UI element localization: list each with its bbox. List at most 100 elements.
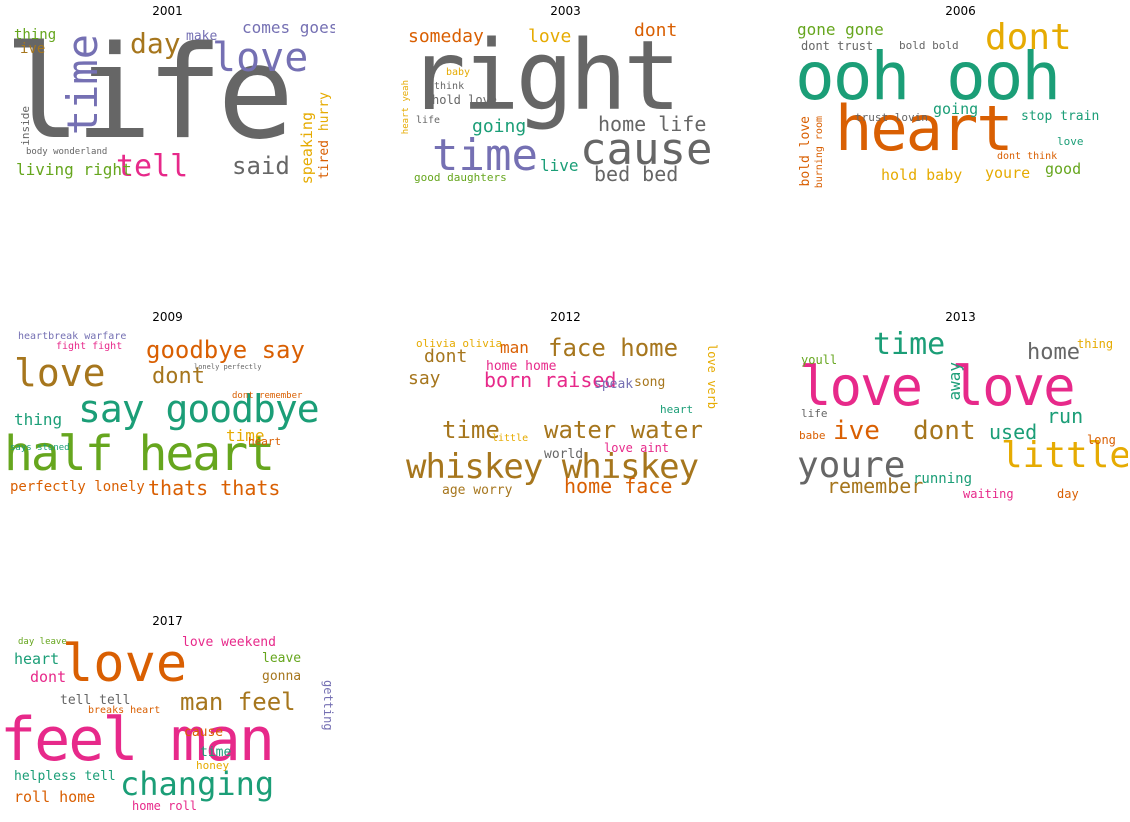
word: dont <box>424 346 468 367</box>
word: tell tell <box>60 693 131 708</box>
word: life <box>416 115 441 126</box>
word: day <box>130 27 181 60</box>
word: heart <box>835 92 1014 165</box>
word: whiskey whiskey <box>406 447 699 487</box>
word: man <box>500 338 529 357</box>
word: love verb <box>705 344 719 410</box>
word: youre <box>985 164 1031 182</box>
word: youll <box>801 353 838 367</box>
word: cause <box>580 124 713 175</box>
word: says stoned <box>10 443 70 453</box>
word: home home <box>486 359 557 374</box>
word: dont remember <box>232 391 303 401</box>
word: time <box>432 130 538 181</box>
word: perfectly lonely <box>10 479 145 495</box>
word: going <box>933 100 979 118</box>
word: bold bold <box>899 39 959 52</box>
panel-title: 2006 <box>945 4 976 18</box>
word: time <box>58 34 107 136</box>
wordcloud-panel-2009: 2009 half heart say goodbye love goodbye… <box>0 310 335 518</box>
word: stop train <box>1021 109 1100 124</box>
word: man feel <box>180 688 296 716</box>
word: say goodbye <box>78 387 320 431</box>
word: song <box>634 375 666 390</box>
word-cloud: ooh ooh heart dont gone gone dont trust … <box>793 20 1128 210</box>
word: olivia olivia <box>416 337 503 350</box>
word: love love <box>799 355 1076 418</box>
word: bold love <box>798 116 813 187</box>
word: love <box>212 35 309 81</box>
word: heartbreak warfare <box>18 331 127 342</box>
word: gone gone <box>797 20 884 39</box>
word: home face <box>564 474 673 498</box>
word-cloud: half heart say goodbye love goodbye say … <box>0 326 335 516</box>
word: heart <box>660 403 694 416</box>
word: live <box>540 156 579 175</box>
word: thing <box>1077 337 1114 351</box>
word: thats thats <box>148 476 281 500</box>
word: baby <box>446 67 471 78</box>
word: trust lovin <box>855 111 928 124</box>
word: ive <box>20 41 46 57</box>
word: little <box>492 433 529 444</box>
panel-title: 2001 <box>152 4 183 18</box>
word: love aint <box>604 441 670 455</box>
word: bed bed <box>594 162 679 186</box>
word: lonely perfectly <box>194 363 262 371</box>
word: ive <box>833 416 880 446</box>
word: dont <box>152 364 205 389</box>
word: fight fight <box>56 341 123 352</box>
word: honey <box>196 759 230 772</box>
wordcloud-panel-2006: 2006 ooh ooh heart dont gone gone dont t… <box>793 4 1128 212</box>
word: hurry <box>317 92 332 132</box>
panel-title: 2003 <box>550 4 581 18</box>
word: dont <box>913 416 976 446</box>
wordcloud-panel-2013: 2013 love love youre little time ive don… <box>793 310 1128 518</box>
word: age worry <box>442 483 513 498</box>
word: said <box>232 152 290 180</box>
word: time <box>200 745 232 760</box>
word: gonna <box>262 669 302 684</box>
word-cloud: whiskey whiskey time water water face ho… <box>398 326 733 516</box>
word: living right <box>16 160 132 179</box>
word: world <box>544 447 584 462</box>
word: time <box>226 426 265 445</box>
word: used <box>989 420 1038 444</box>
word: day <box>1057 487 1079 501</box>
word: love <box>62 634 188 694</box>
word: going <box>472 116 527 137</box>
word: run <box>1047 404 1084 428</box>
word: goodbye say <box>146 336 305 364</box>
word: dont <box>634 20 678 41</box>
word: breaks heart <box>88 705 161 716</box>
word: youre <box>797 445 906 486</box>
word-cloud: right cause time home life bed bed somed… <box>398 20 733 210</box>
word: cause <box>184 725 224 740</box>
word: helpless tell <box>14 769 116 784</box>
word: good <box>1045 160 1082 178</box>
word: life <box>4 20 294 168</box>
word: thing <box>14 27 57 43</box>
word: hold baby <box>881 166 963 184</box>
word: ooh ooh <box>795 38 1061 115</box>
word: say <box>408 368 441 389</box>
word: speak <box>594 377 634 392</box>
word: half heart <box>4 426 275 482</box>
word: feel man <box>0 705 275 775</box>
panel-title: 2013 <box>945 310 976 324</box>
word: think <box>434 81 465 92</box>
word: heart <box>14 650 60 668</box>
word: away <box>945 362 964 401</box>
word: heart yeah <box>401 80 411 135</box>
word: make <box>186 29 218 44</box>
word: waiting <box>963 487 1014 501</box>
word: dont <box>30 668 67 686</box>
word: changing <box>120 765 275 803</box>
word-cloud: feel man love changing man feel love wee… <box>0 630 335 820</box>
word: tired <box>317 140 332 180</box>
word: good daughters <box>414 171 507 184</box>
word: time <box>442 416 500 444</box>
word: dont trust <box>801 39 874 53</box>
word: remember <box>827 474 924 498</box>
word: born raised <box>484 368 617 392</box>
